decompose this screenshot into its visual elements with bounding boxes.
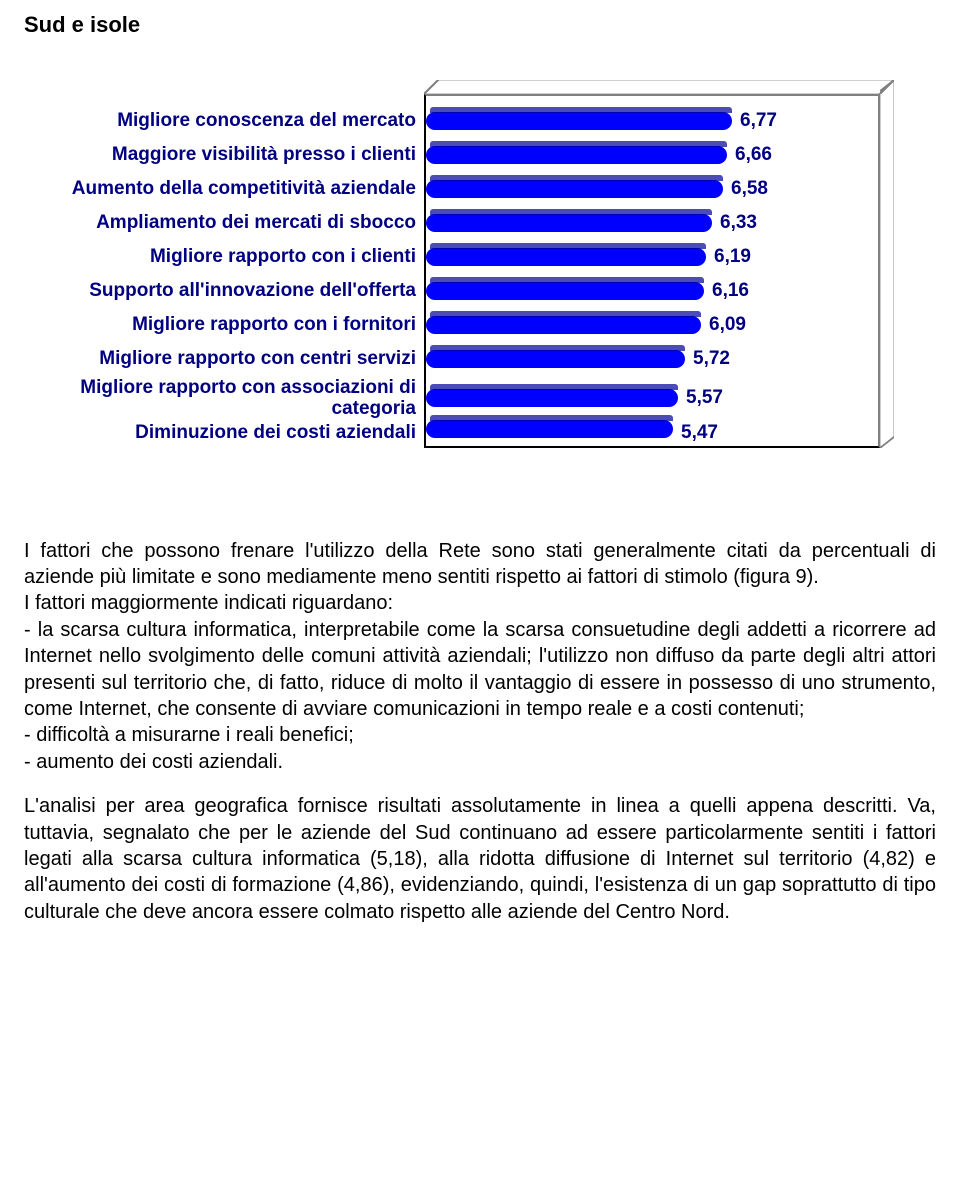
chart-bar-value: 6,77	[740, 108, 777, 134]
chart-bar	[426, 214, 712, 232]
chart-bar-row: 5,47	[426, 420, 878, 446]
chart-bar	[426, 248, 706, 266]
chart-bar-value: 5,47	[681, 420, 718, 446]
chart-bar-row: 6,19	[426, 240, 878, 274]
chart-bar-row: 6,77	[426, 104, 878, 138]
chart-category-label: Aumento della competitività aziendale	[24, 172, 416, 206]
chart-bar	[426, 420, 673, 438]
paragraph: - la scarsa cultura informatica, interpr…	[24, 617, 936, 723]
chart-plot-area: 6,77 6,66 6,58 6,33 6,19 6,16 6,09 5,72 5,57 5,47	[424, 80, 894, 448]
chart-bar-row: 6,66	[426, 138, 878, 172]
chart-bar	[426, 316, 701, 334]
chart-bar-row: 6,33	[426, 206, 878, 240]
chart-bar	[426, 282, 704, 300]
chart-category-label: Migliore conoscenza del mercato	[24, 104, 416, 138]
chart-category-label: Diminuzione dei costi aziendali	[24, 420, 416, 446]
chart-bar-row: 6,09	[426, 308, 878, 342]
paragraph: L'analisi per area geografica fornisce r…	[24, 793, 936, 925]
chart-bar	[426, 112, 732, 130]
chart-bars: 6,77 6,66 6,58 6,33 6,19 6,16 6,09 5,72 5,57 5,47	[426, 96, 878, 446]
chart-bar-row: 5,57	[426, 376, 878, 420]
chart-bar	[426, 350, 685, 368]
chart-category-label: Ampliamento dei mercati di sbocco	[24, 206, 416, 240]
chart-bar-value: 6,09	[709, 312, 746, 338]
chart-category-labels: Migliore conoscenza del mercatoMaggiore …	[24, 80, 424, 448]
chart-bar-value: 5,57	[686, 385, 723, 411]
chart-bar-row: 5,72	[426, 342, 878, 376]
chart-bar-value: 6,16	[712, 278, 749, 304]
chart-bar-value: 5,72	[693, 346, 730, 372]
page-title: Sud e isole	[24, 10, 936, 40]
chart-bar-value: 6,33	[720, 210, 757, 236]
chart-category-label: Migliore rapporto con i fornitori	[24, 308, 416, 342]
paragraph: I fattori maggiormente indicati riguarda…	[24, 590, 936, 616]
chart-bar-row: 6,58	[426, 172, 878, 206]
chart-category-label: Migliore rapporto con i clienti	[24, 240, 416, 274]
paragraph: - difficoltà a misurarne i reali benefic…	[24, 722, 936, 748]
chart-bar-row: 6,16	[426, 274, 878, 308]
paragraph: - aumento dei costi aziendali.	[24, 749, 936, 775]
chart-bar	[426, 180, 723, 198]
chart-bar-value: 6,66	[735, 142, 772, 168]
chart-bar	[426, 389, 678, 407]
chart-category-label: Migliore rapporto con associazioni dicat…	[24, 376, 416, 420]
chart-bar-value: 6,58	[731, 176, 768, 202]
bar-chart: Migliore conoscenza del mercatoMaggiore …	[24, 80, 936, 448]
chart-category-label: Supporto all'innovazione dell'offerta	[24, 274, 416, 308]
chart-category-label: Maggiore visibilità presso i clienti	[24, 138, 416, 172]
chart-category-label: Migliore rapporto con centri servizi	[24, 342, 416, 376]
paragraph: I fattori che possono frenare l'utilizzo…	[24, 538, 936, 591]
body-text: I fattori che possono frenare l'utilizzo…	[24, 538, 936, 925]
chart-bar	[426, 146, 727, 164]
chart-bar-value: 6,19	[714, 244, 751, 270]
